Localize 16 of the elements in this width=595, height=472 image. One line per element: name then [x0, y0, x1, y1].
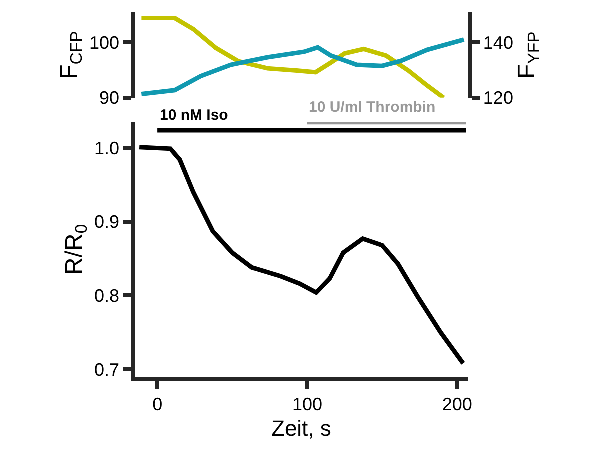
- x-axis-title: Zeit, s: [272, 416, 332, 441]
- y-tick-label: 0.7: [94, 360, 120, 380]
- y-tick-label: 0.9: [94, 212, 120, 232]
- y-tick-label: 0.8: [94, 286, 120, 306]
- y-tick-label: 1.0: [94, 138, 120, 158]
- x-tick-label: 200: [442, 394, 472, 414]
- y-tick-label: 90: [99, 88, 120, 108]
- y2-tick-label: 140: [483, 32, 514, 53]
- series-label: 10 nM Iso: [160, 107, 228, 124]
- series-label: 10 U/ml Thrombin: [309, 99, 436, 116]
- y-tick-label: 100: [89, 32, 120, 53]
- x-tick-label: 100: [292, 394, 322, 414]
- y2-tick-label: 120: [483, 88, 514, 108]
- line-series: [139, 38, 466, 97]
- x-tick-label: 0: [152, 394, 163, 414]
- line-series: [137, 145, 466, 366]
